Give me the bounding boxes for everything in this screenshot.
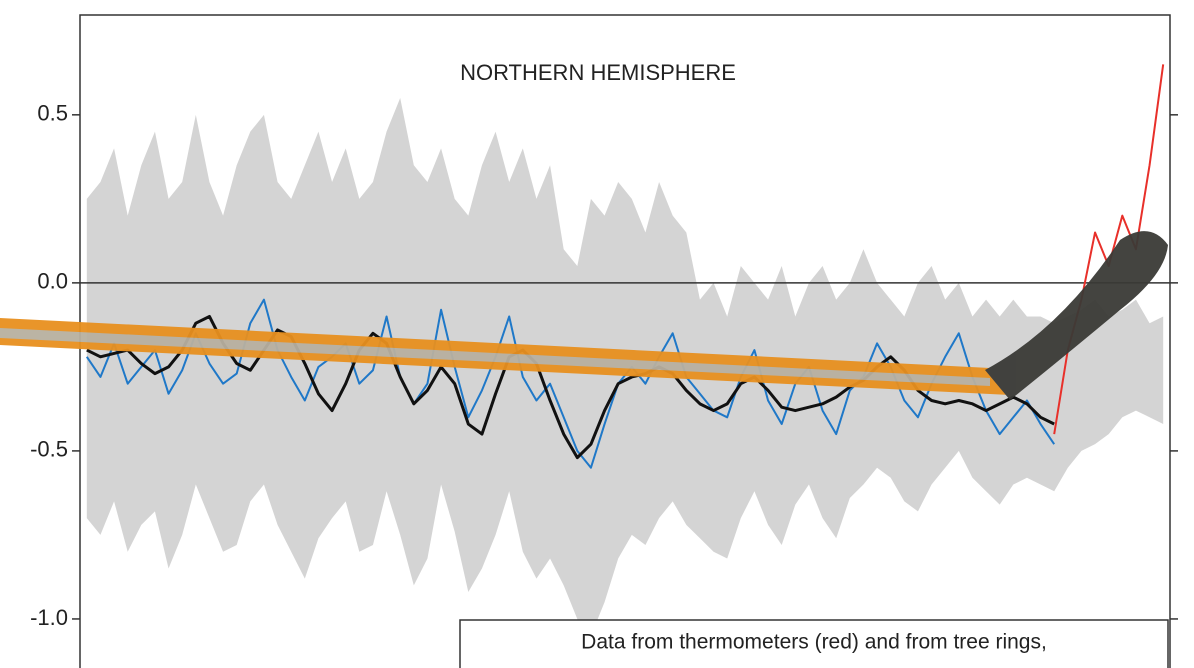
hockey-stick: [0, 231, 1168, 400]
annotation: Data from thermometers (red) and from tr…: [581, 631, 1047, 654]
y-tick-label: -1.0: [30, 605, 68, 630]
annotation-box: [459, 619, 1169, 668]
y-tick-label: 0.0: [37, 269, 68, 294]
chart-title: NORTHERN HEMISPHERE: [460, 60, 736, 85]
plot-frame: [79, 14, 1171, 668]
stick-blade: [985, 231, 1168, 400]
series-line: [86, 314, 1055, 460]
y-tick-label: -0.5: [30, 437, 68, 462]
y-tick-label: 0.5: [37, 101, 68, 126]
stick-stripe: [0, 328, 990, 386]
